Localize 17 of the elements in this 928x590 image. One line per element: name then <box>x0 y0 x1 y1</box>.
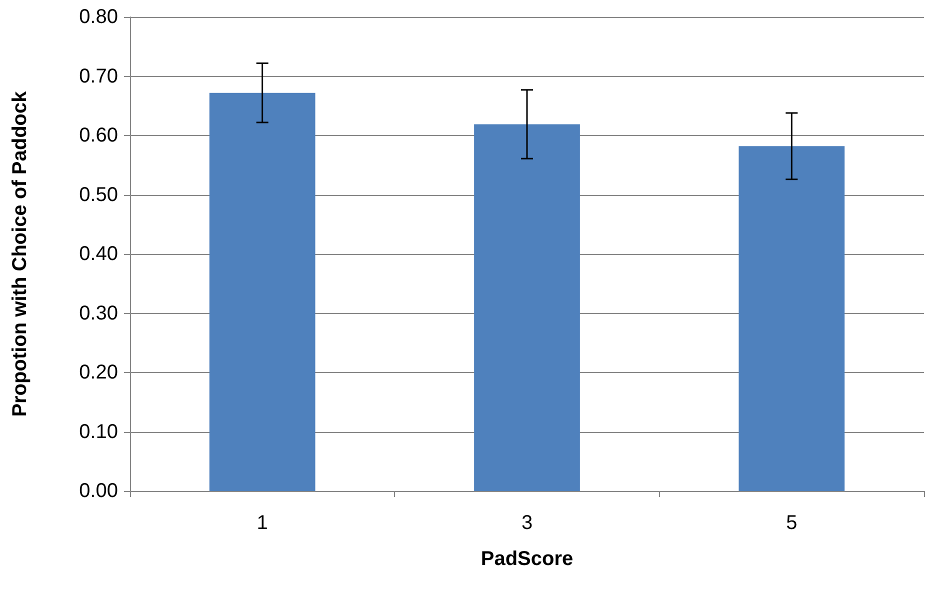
bar <box>209 92 316 491</box>
x-tick-label: 1 <box>256 512 268 534</box>
y-axis-title: Propotion with Choice of Paddock <box>9 90 31 417</box>
y-tick-label: 0.30 <box>79 302 118 324</box>
bar <box>474 124 580 491</box>
y-tick-label: 0.40 <box>79 243 118 265</box>
y-tick-label: 0.10 <box>79 420 118 443</box>
x-axis-title: PadScore <box>480 548 574 570</box>
y-tick-label: 0.80 <box>79 6 118 28</box>
y-tick-label: 0.20 <box>79 362 118 384</box>
y-tick-label: 0.00 <box>79 480 118 502</box>
x-tick-label: 3 <box>521 512 533 534</box>
y-tick-label: 0.70 <box>79 65 118 88</box>
bar <box>738 146 845 491</box>
y-tick-label: 0.50 <box>79 184 118 206</box>
x-tick-label: 5 <box>786 512 798 534</box>
y-tick-label: 0.60 <box>79 124 118 146</box>
